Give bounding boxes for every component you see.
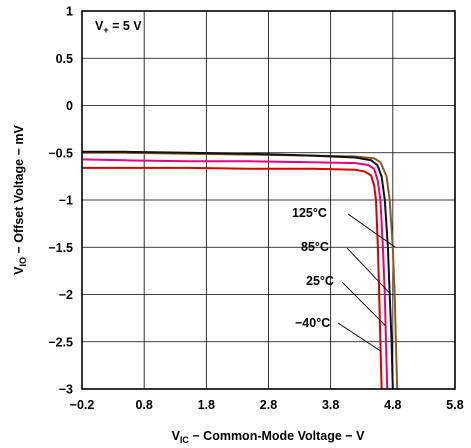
x-axis-label: VIC − Common-Mode Voltage − V <box>172 429 365 445</box>
annotation-minus40c: −40°C <box>295 316 330 330</box>
series-lines <box>81 150 399 390</box>
x-tick-label: −0.2 <box>70 398 95 412</box>
series-line-3 <box>82 166 383 390</box>
annotation-25c: 25°C <box>306 274 334 288</box>
y-axis-label: VIO − Offset Voltage − mV <box>12 125 28 275</box>
x-tick-label: 0.8 <box>135 398 152 412</box>
x-tick-label: 5.8 <box>446 398 463 412</box>
x-tick-label: 2.8 <box>260 398 277 412</box>
series-line-0 <box>82 151 399 390</box>
y-tick-label: −2.5 <box>48 335 73 349</box>
y-tick-label: −0.5 <box>48 146 73 160</box>
plot-frame <box>81 10 456 390</box>
annotation-leader-1 <box>346 247 392 295</box>
annotation-leader-0 <box>347 213 396 248</box>
y-tick-label: −2 <box>59 288 73 302</box>
annotation-125c: 125°C <box>292 206 327 220</box>
x-tick-label: 4.8 <box>384 398 401 412</box>
annotation-leaders <box>337 213 396 352</box>
x-tick-label: 1.8 <box>198 398 215 412</box>
y-tick-label: −1.5 <box>48 241 73 255</box>
x-tick-label: 3.8 <box>322 398 339 412</box>
y-tick-label: 0 <box>66 99 73 113</box>
y-tick-label: −3 <box>59 383 73 397</box>
y-tick-label: −1 <box>59 194 73 208</box>
series-line-1 <box>82 150 394 390</box>
grid-lines <box>81 10 456 390</box>
series-line-2 <box>81 158 389 390</box>
y-tick-label: 1 <box>66 5 73 19</box>
y-tick-label: 0.5 <box>56 52 73 66</box>
condition-label: V+ = 5 V <box>95 19 142 35</box>
x-tick-labels: −0.2 0.8 1.8 2.8 3.8 4.8 5.8 <box>70 398 464 412</box>
annotation-leader-2 <box>341 281 386 327</box>
annotation-leader-3 <box>337 322 382 352</box>
y-tick-labels: 1 0.5 0 −0.5 −1 −1.5 −2 −2.5 −3 <box>48 5 73 397</box>
annotation-85c: 85°C <box>301 240 329 254</box>
